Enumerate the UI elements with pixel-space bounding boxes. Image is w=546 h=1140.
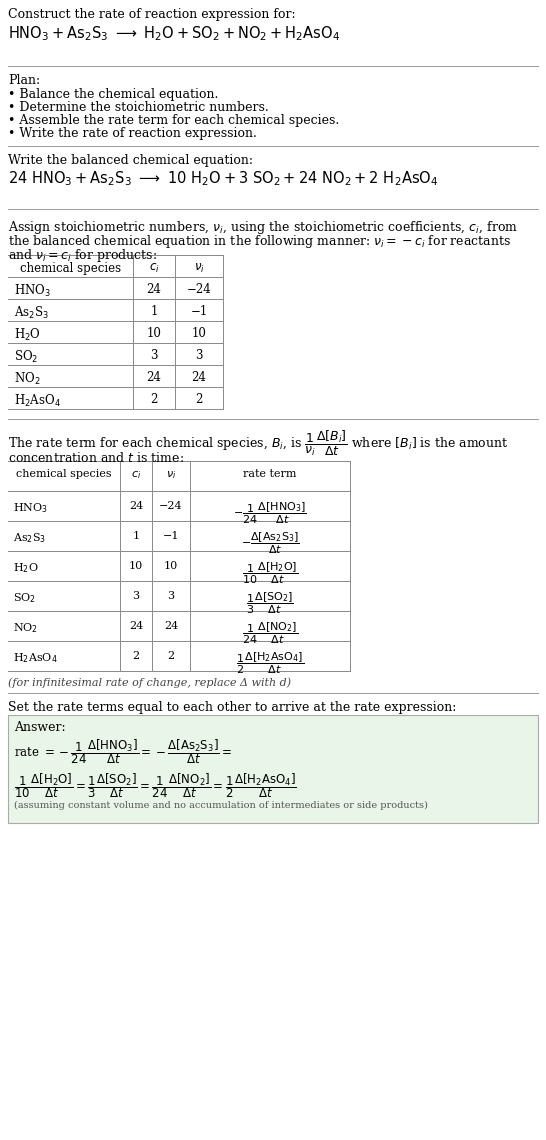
Text: $\dfrac{1}{10}\dfrac{\Delta[\mathrm{H_2O}]}{\Delta t}$: $\dfrac{1}{10}\dfrac{\Delta[\mathrm{H_2O…	[242, 561, 298, 586]
Text: Answer:: Answer:	[14, 720, 66, 734]
Text: 2: 2	[168, 651, 175, 661]
Text: HNO$_3$: HNO$_3$	[14, 283, 51, 299]
Text: 10: 10	[146, 327, 162, 340]
Text: 1: 1	[133, 531, 140, 542]
Text: (assuming constant volume and no accumulation of intermediates or side products): (assuming constant volume and no accumul…	[14, 801, 428, 811]
Text: As$_2$S$_3$: As$_2$S$_3$	[13, 531, 46, 545]
Text: $\nu_i$: $\nu_i$	[194, 262, 204, 275]
Text: rate $= -\dfrac{1}{24}\dfrac{\Delta[\mathrm{HNO_3}]}{\Delta t} = -\dfrac{\Delta[: rate $= -\dfrac{1}{24}\dfrac{\Delta[\mat…	[14, 736, 232, 766]
Text: Set the rate terms equal to each other to arrive at the rate expression:: Set the rate terms equal to each other t…	[8, 701, 456, 714]
Text: • Write the rate of reaction expression.: • Write the rate of reaction expression.	[8, 127, 257, 140]
Text: 2: 2	[133, 651, 140, 661]
Text: 10: 10	[192, 327, 206, 340]
Text: 24: 24	[146, 283, 162, 296]
Text: −1: −1	[191, 306, 207, 318]
Text: Assign stoichiometric numbers, $\nu_i$, using the stoichiometric coefficients, $: Assign stoichiometric numbers, $\nu_i$, …	[8, 219, 518, 236]
Text: 1: 1	[150, 306, 158, 318]
Text: 3: 3	[150, 349, 158, 363]
Bar	[8, 715, 538, 823]
Text: Construct the rate of reaction expression for:: Construct the rate of reaction expressio…	[8, 8, 295, 21]
Text: −1: −1	[163, 531, 179, 542]
Text: • Determine the stoichiometric numbers.: • Determine the stoichiometric numbers.	[8, 101, 269, 114]
Text: the balanced chemical equation in the following manner: $\nu_i = -c_i$ for react: the balanced chemical equation in the fo…	[8, 233, 511, 250]
Text: 2: 2	[195, 393, 203, 406]
Text: and $\nu_i = c_i$ for products:: and $\nu_i = c_i$ for products:	[8, 247, 157, 264]
Text: chemical species: chemical species	[20, 262, 121, 275]
Text: $\mathrm{HNO_3 + As_2S_3 \ \longrightarrow \ H_2O + SO_2 + NO_2 + H_2AsO_4}$: $\mathrm{HNO_3 + As_2S_3 \ \longrightarr…	[8, 24, 340, 42]
Text: $\dfrac{1}{24}\dfrac{\Delta[\mathrm{NO_2}]}{\Delta t}$: $\dfrac{1}{24}\dfrac{\Delta[\mathrm{NO_2…	[242, 621, 298, 646]
Text: $c_i$: $c_i$	[131, 469, 141, 481]
Text: $-\dfrac{1}{24}\dfrac{\Delta[\mathrm{HNO_3}]}{\Delta t}$: $-\dfrac{1}{24}\dfrac{\Delta[\mathrm{HNO…	[233, 500, 307, 527]
Text: $\dfrac{1}{10}\dfrac{\Delta[\mathrm{H_2O}]}{\Delta t} = \dfrac{1}{3}\dfrac{\Delt: $\dfrac{1}{10}\dfrac{\Delta[\mathrm{H_2O…	[14, 771, 297, 800]
Text: −24: −24	[159, 500, 183, 511]
Text: 3: 3	[133, 591, 140, 601]
Text: SO$_2$: SO$_2$	[14, 349, 38, 365]
Text: 3: 3	[195, 349, 203, 363]
Text: 10: 10	[164, 561, 178, 571]
Text: NO$_2$: NO$_2$	[13, 621, 38, 635]
Text: −24: −24	[187, 283, 211, 296]
Text: NO$_2$: NO$_2$	[14, 370, 40, 388]
Text: 24: 24	[164, 621, 178, 632]
Text: 3: 3	[168, 591, 175, 601]
Text: H$_2$AsO$_4$: H$_2$AsO$_4$	[13, 651, 57, 665]
Text: The rate term for each chemical species, $B_i$, is $\dfrac{1}{\nu_i}\dfrac{\Delt: The rate term for each chemical species,…	[8, 429, 508, 458]
Text: • Balance the chemical equation.: • Balance the chemical equation.	[8, 88, 218, 101]
Text: $c_i$: $c_i$	[149, 262, 159, 275]
Text: (for infinitesimal rate of change, replace Δ with d): (for infinitesimal rate of change, repla…	[8, 677, 291, 687]
Text: rate term: rate term	[244, 469, 296, 479]
Text: 2: 2	[150, 393, 158, 406]
Text: As$_2$S$_3$: As$_2$S$_3$	[14, 306, 49, 321]
Text: H$_2$AsO$_4$: H$_2$AsO$_4$	[14, 393, 61, 409]
Text: concentration and $t$ is time:: concentration and $t$ is time:	[8, 451, 184, 465]
Text: $\mathrm{24\ HNO_3 + As_2S_3 \ \longrightarrow \ 10\ H_2O + 3\ SO_2 + 24\ NO_2 +: $\mathrm{24\ HNO_3 + As_2S_3 \ \longrigh…	[8, 169, 438, 188]
Text: $\nu_i$: $\nu_i$	[166, 469, 176, 481]
Text: Plan:: Plan:	[8, 74, 40, 87]
Text: 10: 10	[129, 561, 143, 571]
Bar	[8, 461, 350, 671]
Text: chemical species: chemical species	[16, 469, 112, 479]
Text: H$_2$O: H$_2$O	[14, 327, 41, 343]
Text: SO$_2$: SO$_2$	[13, 591, 36, 605]
Text: 24: 24	[146, 370, 162, 384]
Text: $\dfrac{1}{3}\dfrac{\Delta[\mathrm{SO_2}]}{\Delta t}$: $\dfrac{1}{3}\dfrac{\Delta[\mathrm{SO_2}…	[246, 591, 294, 617]
Text: 24: 24	[129, 500, 143, 511]
Text: • Assemble the rate term for each chemical species.: • Assemble the rate term for each chemic…	[8, 114, 339, 127]
Text: 24: 24	[192, 370, 206, 384]
Text: Write the balanced chemical equation:: Write the balanced chemical equation:	[8, 154, 253, 166]
Text: $\dfrac{1}{2}\dfrac{\Delta[\mathrm{H_2AsO_4}]}{\Delta t}$: $\dfrac{1}{2}\dfrac{\Delta[\mathrm{H_2As…	[236, 651, 304, 676]
Text: H$_2$O: H$_2$O	[13, 561, 39, 575]
Text: 24: 24	[129, 621, 143, 632]
Bar	[8, 255, 223, 409]
Text: HNO$_3$: HNO$_3$	[13, 500, 48, 515]
Text: $-\dfrac{\Delta[\mathrm{As_2S_3}]}{\Delta t}$: $-\dfrac{\Delta[\mathrm{As_2S_3}]}{\Delt…	[241, 531, 299, 556]
